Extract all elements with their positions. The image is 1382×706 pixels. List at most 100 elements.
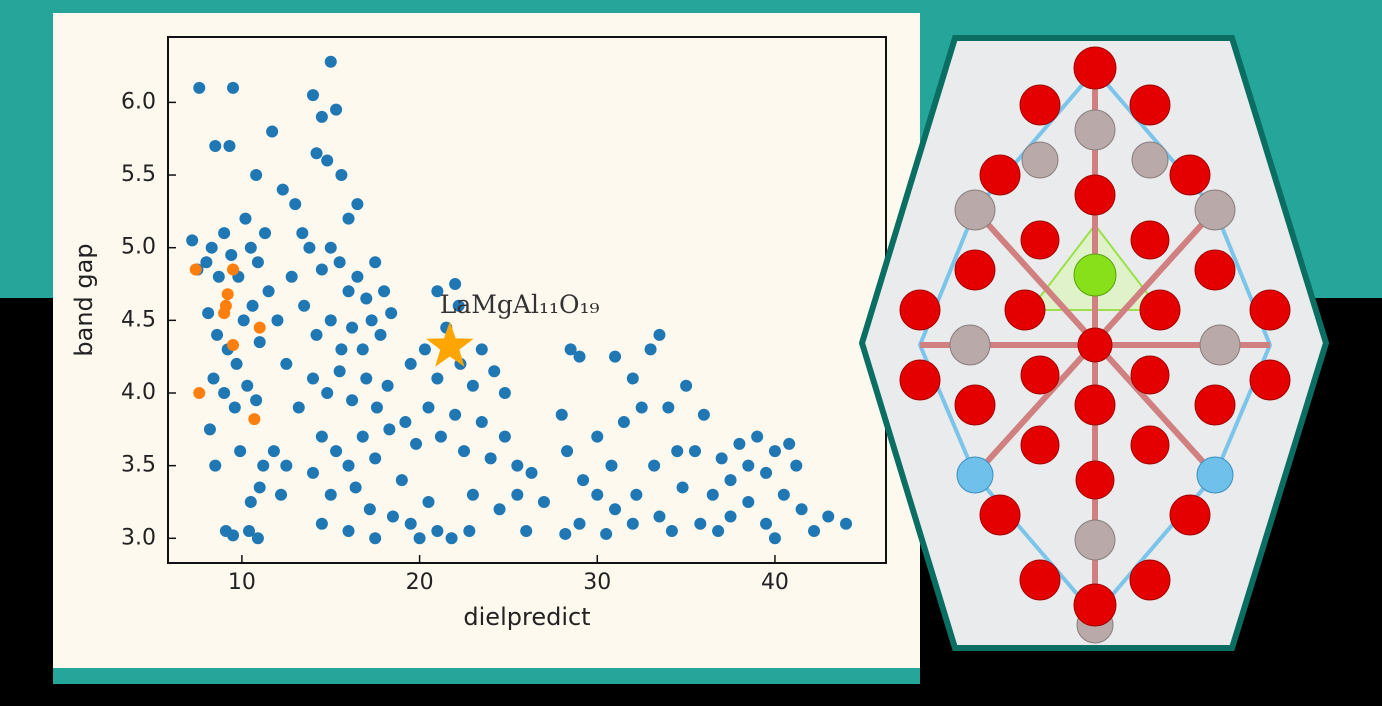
- point: [276, 183, 289, 196]
- point: [561, 445, 574, 458]
- crystal-structure: [858, 35, 1330, 651]
- point: [591, 488, 604, 501]
- point: [280, 459, 293, 472]
- point: [267, 445, 280, 458]
- x-tick-label: 10: [228, 570, 256, 595]
- point: [310, 328, 323, 341]
- point: [257, 459, 270, 472]
- point: [335, 169, 348, 182]
- point: [221, 288, 234, 301]
- point: [315, 110, 328, 123]
- point: [600, 527, 613, 540]
- point: [250, 394, 263, 407]
- point: [484, 452, 497, 465]
- point: [386, 510, 399, 523]
- point: [333, 256, 346, 269]
- point: [280, 357, 293, 370]
- point: [225, 248, 238, 261]
- point: [605, 459, 618, 472]
- point: [227, 263, 240, 276]
- x-tick-label: 40: [761, 570, 789, 595]
- point: [768, 532, 781, 545]
- y-tick-label: 4.5: [121, 307, 156, 332]
- point: [363, 503, 376, 516]
- point: [662, 401, 675, 414]
- point: [395, 474, 408, 487]
- point: [751, 430, 764, 443]
- y-tick-label: 5.0: [121, 235, 156, 260]
- point: [511, 488, 524, 501]
- point: [315, 430, 328, 443]
- point: [475, 416, 488, 429]
- point: [365, 314, 378, 327]
- point: [630, 488, 643, 501]
- point: [324, 241, 337, 254]
- point: [218, 386, 231, 399]
- point: [715, 452, 728, 465]
- point: [498, 430, 511, 443]
- y-tick-label: 3.0: [121, 525, 156, 550]
- y-tick-label: 4.0: [121, 380, 156, 405]
- point: [330, 103, 343, 116]
- point: [466, 488, 479, 501]
- point: [342, 459, 355, 472]
- plot: LaMgAl₁₁O₁₉ 10 20 30 40 3.0 3.5 4.0 4.5 5.0 5.5 6.0: [121, 36, 887, 595]
- point: [648, 459, 661, 472]
- point: [223, 139, 236, 152]
- point: [777, 488, 790, 501]
- point: [449, 278, 462, 291]
- point: [202, 307, 215, 320]
- point: [324, 488, 337, 501]
- point: [209, 459, 222, 472]
- point: [333, 365, 346, 378]
- point: [321, 386, 334, 399]
- point: [289, 198, 302, 211]
- point: [537, 495, 550, 508]
- point: [250, 169, 263, 182]
- point: [237, 314, 250, 327]
- point: [218, 227, 231, 240]
- point: [203, 423, 216, 436]
- point: [239, 212, 252, 225]
- point: [434, 430, 447, 443]
- point: [680, 379, 693, 392]
- mg-atom: [1073, 253, 1117, 297]
- point: [378, 285, 391, 298]
- point: [230, 357, 243, 370]
- point: [413, 532, 426, 545]
- point: [296, 227, 309, 240]
- point: [410, 437, 423, 450]
- point: [808, 525, 821, 538]
- point: [385, 307, 398, 320]
- point: [303, 241, 316, 254]
- point: [244, 241, 257, 254]
- highlight-star: [426, 321, 474, 367]
- point: [306, 372, 319, 385]
- point: [559, 527, 572, 540]
- point: [227, 339, 240, 352]
- point: [712, 525, 725, 538]
- point: [228, 401, 241, 414]
- point: [205, 241, 218, 254]
- point: [310, 147, 323, 160]
- point: [292, 401, 305, 414]
- point: [369, 452, 382, 465]
- point: [346, 394, 359, 407]
- point: [321, 154, 334, 167]
- point: [212, 270, 225, 283]
- point: [246, 299, 259, 312]
- point: [351, 270, 364, 283]
- point: [573, 350, 586, 363]
- point: [193, 81, 206, 94]
- point: [399, 416, 412, 429]
- point: [706, 488, 719, 501]
- point: [209, 139, 222, 152]
- point: [733, 437, 746, 450]
- point: [342, 525, 355, 538]
- point: [227, 529, 240, 542]
- point: [644, 343, 657, 356]
- point: [742, 495, 755, 508]
- point: [381, 379, 394, 392]
- point: [688, 445, 701, 458]
